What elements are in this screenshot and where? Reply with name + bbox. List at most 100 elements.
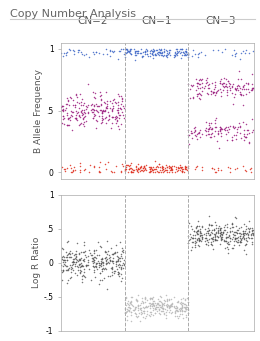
Point xyxy=(153,159,158,164)
Point xyxy=(206,126,210,132)
Point xyxy=(94,126,98,131)
Point xyxy=(188,232,192,237)
Point xyxy=(69,269,73,275)
Point xyxy=(207,233,211,238)
Point xyxy=(162,168,166,173)
Point xyxy=(232,47,236,53)
Point xyxy=(110,106,114,111)
Point xyxy=(100,256,105,262)
Point xyxy=(108,47,112,53)
Point xyxy=(100,115,105,120)
Point xyxy=(92,254,96,260)
Point xyxy=(110,169,114,175)
Point xyxy=(237,83,241,89)
Point xyxy=(179,296,183,301)
Point xyxy=(175,305,179,310)
Point xyxy=(79,268,83,274)
Point xyxy=(231,234,235,240)
Point xyxy=(151,53,155,58)
Point xyxy=(191,95,195,100)
Point xyxy=(66,117,70,122)
Point xyxy=(222,227,226,233)
Point xyxy=(195,223,199,229)
Point xyxy=(95,104,99,109)
Point xyxy=(181,315,185,321)
Point xyxy=(129,318,133,324)
Point xyxy=(240,229,245,234)
Point xyxy=(220,236,224,242)
Point xyxy=(62,255,66,260)
Point xyxy=(82,242,86,248)
Point xyxy=(82,266,86,272)
Point xyxy=(119,265,123,270)
Point xyxy=(177,165,181,171)
Point xyxy=(70,258,75,264)
Point xyxy=(219,134,223,139)
Point xyxy=(150,52,154,57)
Point xyxy=(218,124,223,129)
Point xyxy=(150,295,154,301)
Point xyxy=(211,89,215,95)
Point xyxy=(167,303,171,309)
Point xyxy=(141,314,146,320)
Point xyxy=(85,104,89,110)
Point xyxy=(218,124,222,129)
Point xyxy=(160,305,165,311)
Point xyxy=(155,301,159,307)
Point xyxy=(177,165,181,170)
Point xyxy=(124,164,128,169)
Point xyxy=(177,165,181,170)
Point xyxy=(127,166,132,172)
Point xyxy=(175,305,179,311)
Point xyxy=(135,167,139,173)
Point xyxy=(216,230,220,236)
Point xyxy=(165,53,169,58)
Point xyxy=(119,106,123,112)
Point xyxy=(222,224,226,229)
Point xyxy=(92,259,96,264)
Point xyxy=(109,245,113,251)
Point xyxy=(160,308,164,313)
Point xyxy=(107,113,111,118)
Point xyxy=(131,303,135,309)
Point xyxy=(157,307,161,312)
Point xyxy=(119,264,124,270)
Point xyxy=(206,242,210,247)
Point xyxy=(233,216,238,221)
Point xyxy=(120,245,124,251)
Point xyxy=(210,80,214,86)
Point xyxy=(169,310,173,315)
Point xyxy=(156,297,160,302)
Point xyxy=(233,91,237,97)
Point xyxy=(224,231,228,237)
Point xyxy=(61,268,65,274)
Point xyxy=(83,103,88,109)
Point xyxy=(128,46,132,51)
Point xyxy=(79,102,83,107)
Point xyxy=(156,49,160,54)
Point xyxy=(207,125,211,130)
Point xyxy=(210,227,214,232)
Point xyxy=(191,82,195,88)
Point xyxy=(175,168,179,174)
Point xyxy=(225,87,229,92)
Point xyxy=(142,308,146,313)
Point xyxy=(161,305,165,311)
Point xyxy=(59,50,63,55)
Point xyxy=(135,168,139,174)
Point xyxy=(198,81,202,86)
Point xyxy=(111,251,115,256)
Point xyxy=(204,241,208,246)
Point xyxy=(159,46,163,52)
Point xyxy=(151,169,155,175)
Point xyxy=(116,272,120,277)
Point xyxy=(86,102,90,108)
Point xyxy=(74,116,78,121)
Point xyxy=(107,113,112,118)
Point xyxy=(211,234,215,240)
Point xyxy=(129,299,133,304)
Point xyxy=(200,88,204,93)
Point xyxy=(81,273,85,278)
Point xyxy=(218,227,222,233)
Point xyxy=(123,309,127,314)
